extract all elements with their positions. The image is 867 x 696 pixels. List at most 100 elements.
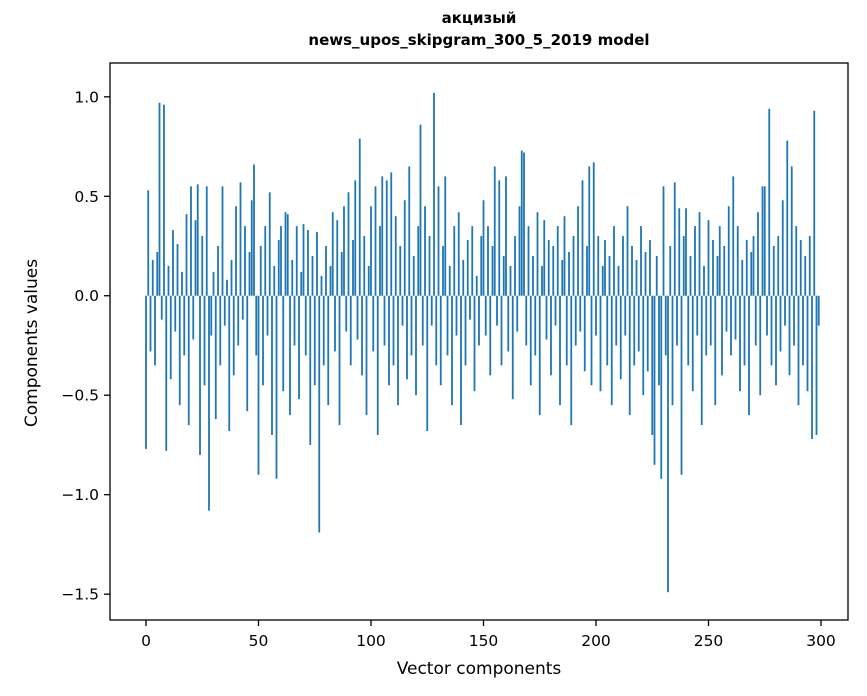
bar: [793, 295, 795, 346]
bar: [358, 138, 361, 296]
bar: [599, 295, 602, 392]
bar: [169, 295, 172, 380]
bar: [363, 236, 366, 296]
bar: [595, 295, 597, 336]
bar: [334, 295, 336, 352]
bar: [568, 251, 570, 296]
bar: [163, 104, 165, 296]
bar: [649, 240, 651, 296]
bar: [280, 226, 282, 296]
bar: [264, 226, 267, 296]
bar: [597, 236, 600, 296]
bar: [754, 295, 757, 346]
bar: [750, 251, 753, 296]
bar: [637, 295, 640, 352]
bar: [658, 295, 660, 386]
bar: [392, 295, 395, 366]
bar: [617, 265, 620, 296]
bar: [289, 295, 291, 416]
bar: [178, 295, 181, 406]
bar: [507, 295, 510, 352]
bar: [415, 295, 417, 396]
bar: [700, 295, 703, 426]
bar: [520, 150, 523, 296]
bar: [759, 295, 762, 396]
bar: [430, 295, 433, 326]
bar: [271, 295, 273, 435]
bar: [228, 295, 231, 432]
bar: [714, 295, 717, 406]
bar: [815, 295, 818, 435]
bar: [523, 152, 525, 296]
bar: [676, 295, 678, 346]
bar: [541, 265, 543, 296]
bar: [223, 295, 226, 326]
bar: [671, 295, 674, 406]
bar: [660, 295, 663, 479]
bar: [457, 212, 460, 296]
bar: [694, 226, 696, 296]
bar: [340, 251, 343, 296]
bar: [732, 176, 735, 296]
bar: [511, 295, 514, 400]
bar: [428, 236, 431, 296]
bar: [361, 295, 363, 376]
bar: [811, 295, 813, 439]
bar: [487, 226, 489, 296]
bar: [604, 240, 606, 296]
bar: [466, 240, 469, 296]
bar: [482, 200, 485, 296]
bar: [277, 240, 280, 296]
bar: [257, 295, 260, 475]
bar: [309, 295, 312, 445]
bar: [642, 295, 645, 396]
bar: [556, 226, 559, 296]
bar: [199, 295, 201, 455]
bar: [748, 295, 750, 416]
bar: [345, 295, 348, 332]
bar: [712, 240, 714, 296]
bar: [784, 295, 786, 326]
bar: [653, 295, 656, 465]
bar: [365, 295, 368, 416]
bar: [187, 295, 190, 426]
bar: [336, 220, 339, 296]
x-tick-label: 200: [581, 632, 611, 650]
bar: [356, 295, 359, 340]
bar: [230, 259, 233, 296]
bar: [795, 226, 798, 296]
bar: [514, 236, 516, 296]
bar: [322, 295, 325, 366]
x-tick-label: 150: [469, 632, 499, 650]
bar: [673, 182, 676, 296]
bar: [259, 246, 262, 296]
bar: [572, 236, 575, 296]
bar: [685, 208, 687, 296]
bar: [703, 265, 705, 296]
bar: [352, 240, 354, 296]
bar: [464, 295, 467, 366]
y-tick-label: −1.0: [61, 486, 99, 504]
bar: [469, 295, 471, 320]
bar: [471, 226, 474, 296]
bar: [718, 226, 721, 296]
bar: [194, 220, 197, 296]
bar: [741, 259, 744, 296]
bar: [752, 236, 755, 296]
x-tick-label: 50: [249, 632, 269, 650]
bar: [250, 200, 253, 296]
bar: [586, 246, 588, 296]
y-tick-label: −1.5: [61, 586, 99, 604]
bar: [237, 295, 240, 346]
bar: [518, 206, 521, 296]
chart-title: акцизый: [441, 9, 517, 27]
bar: [743, 295, 746, 366]
bar: [307, 230, 309, 296]
bar: [291, 259, 294, 296]
bar: [417, 226, 420, 296]
bar: [739, 295, 741, 392]
bar: [536, 212, 539, 296]
bar: [448, 265, 451, 296]
bar: [527, 226, 530, 296]
bar: [788, 295, 791, 376]
